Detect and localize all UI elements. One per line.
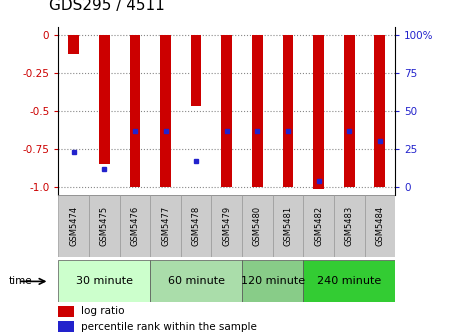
Text: GSM5477: GSM5477 <box>161 206 170 246</box>
Bar <box>150 195 181 257</box>
Bar <box>58 306 74 317</box>
Bar <box>89 195 119 257</box>
Bar <box>99 35 110 164</box>
Text: time: time <box>9 277 33 286</box>
Bar <box>181 195 211 257</box>
Text: GSM5476: GSM5476 <box>130 206 139 246</box>
Bar <box>242 195 273 257</box>
Bar <box>273 195 303 257</box>
Text: GSM5480: GSM5480 <box>253 206 262 246</box>
Text: 60 minute: 60 minute <box>167 277 224 286</box>
Text: log ratio: log ratio <box>81 306 125 316</box>
Text: 240 minute: 240 minute <box>317 277 381 286</box>
Bar <box>252 35 263 187</box>
Bar <box>334 195 365 257</box>
Bar <box>191 35 202 106</box>
Bar <box>68 35 79 54</box>
Bar <box>58 195 89 257</box>
Text: GSM5482: GSM5482 <box>314 206 323 246</box>
Bar <box>58 260 150 302</box>
Text: GSM5479: GSM5479 <box>222 206 231 246</box>
Text: GSM5475: GSM5475 <box>100 206 109 246</box>
Bar <box>211 195 242 257</box>
Text: GSM5483: GSM5483 <box>345 206 354 246</box>
Bar <box>160 35 171 187</box>
Bar <box>242 260 303 302</box>
Text: percentile rank within the sample: percentile rank within the sample <box>81 322 257 332</box>
Text: 120 minute: 120 minute <box>241 277 305 286</box>
Bar <box>119 195 150 257</box>
Text: GSM5484: GSM5484 <box>375 206 384 246</box>
Bar <box>303 260 395 302</box>
Bar <box>303 195 334 257</box>
Bar <box>365 195 395 257</box>
Text: GSM5474: GSM5474 <box>69 206 78 246</box>
Bar <box>58 321 74 332</box>
Text: GSM5481: GSM5481 <box>283 206 292 246</box>
Text: GSM5478: GSM5478 <box>192 206 201 246</box>
Text: 30 minute: 30 minute <box>76 277 133 286</box>
Bar <box>344 35 355 187</box>
Bar <box>130 35 140 187</box>
Bar <box>282 35 293 187</box>
Bar <box>313 35 324 189</box>
Bar <box>374 35 385 187</box>
Text: GDS295 / 4511: GDS295 / 4511 <box>49 0 165 13</box>
Bar <box>221 35 232 187</box>
Bar <box>150 260 242 302</box>
